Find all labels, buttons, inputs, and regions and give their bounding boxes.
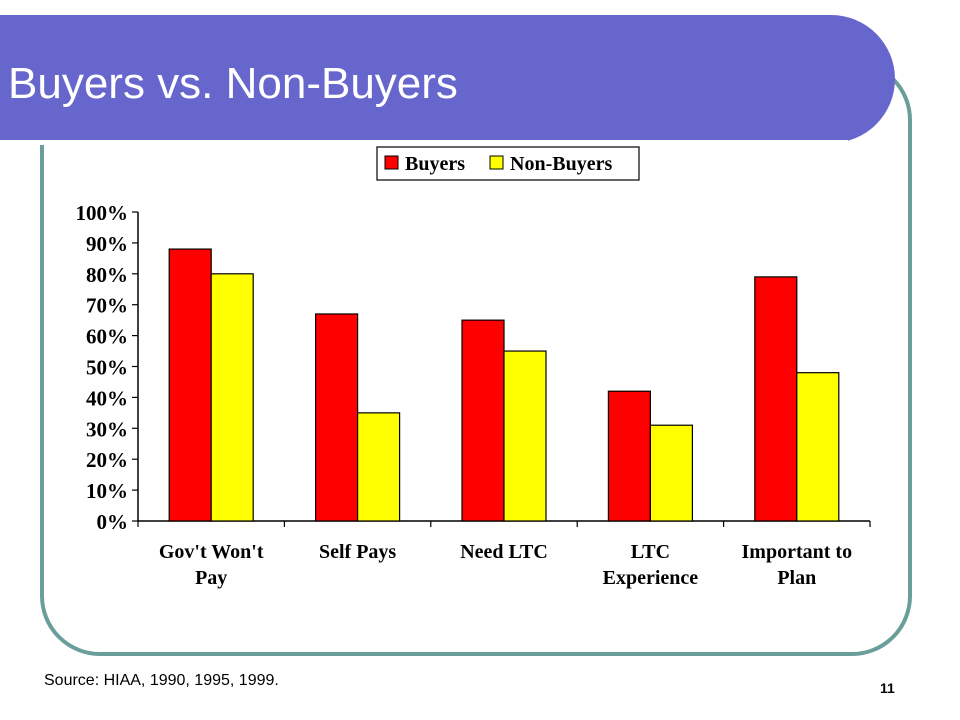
legend-label: Non-Buyers [510,153,612,175]
bar-buyers [461,319,505,522]
legend-swatch [489,155,504,170]
y-tick-label: 40% [86,386,128,410]
x-category-label: Self Pays [319,541,396,563]
page-number: 11 [880,680,895,696]
x-category-label: Pay [195,567,227,589]
y-tick-label: 50% [86,356,128,380]
slide-title: Buyers vs. Non-Buyers [8,59,458,108]
legend-label: Buyers [405,153,465,175]
x-category-label: Plan [777,567,816,589]
y-tick-label: 100% [76,201,129,225]
y-tick-label: 20% [86,448,128,472]
title-banner: Buyers vs. Non-Buyers [0,15,895,145]
y-tick-label: 30% [86,417,128,441]
y-tick-label: 80% [86,263,128,287]
y-tick-label: 0% [97,510,129,534]
x-category-label: Need LTC [460,541,548,563]
bar-buyers [315,313,359,522]
x-category-label: Experience [603,567,699,589]
x-category-label: Important to [742,541,853,563]
title-underline [0,140,848,145]
bar-non-buyers [357,412,401,522]
legend-box [376,146,640,181]
y-tick-label: 90% [86,232,128,256]
bar-buyers [754,276,798,522]
y-tick-label: 10% [86,479,128,503]
x-category-label: LTC [631,541,670,563]
legend-swatch [384,155,399,170]
bar-non-buyers [649,424,694,522]
y-tick-label: 60% [86,325,128,349]
bar-buyers [168,248,212,522]
bar-non-buyers [503,350,547,522]
bar-non-buyers [210,273,254,522]
x-category-label: Gov't Won't [159,541,264,563]
y-tick-label: 70% [86,294,128,318]
source-note: Source: HIAA, 1990, 1995, 1999. [44,672,279,689]
bar-non-buyers [796,372,840,522]
bar-buyers [607,390,652,522]
